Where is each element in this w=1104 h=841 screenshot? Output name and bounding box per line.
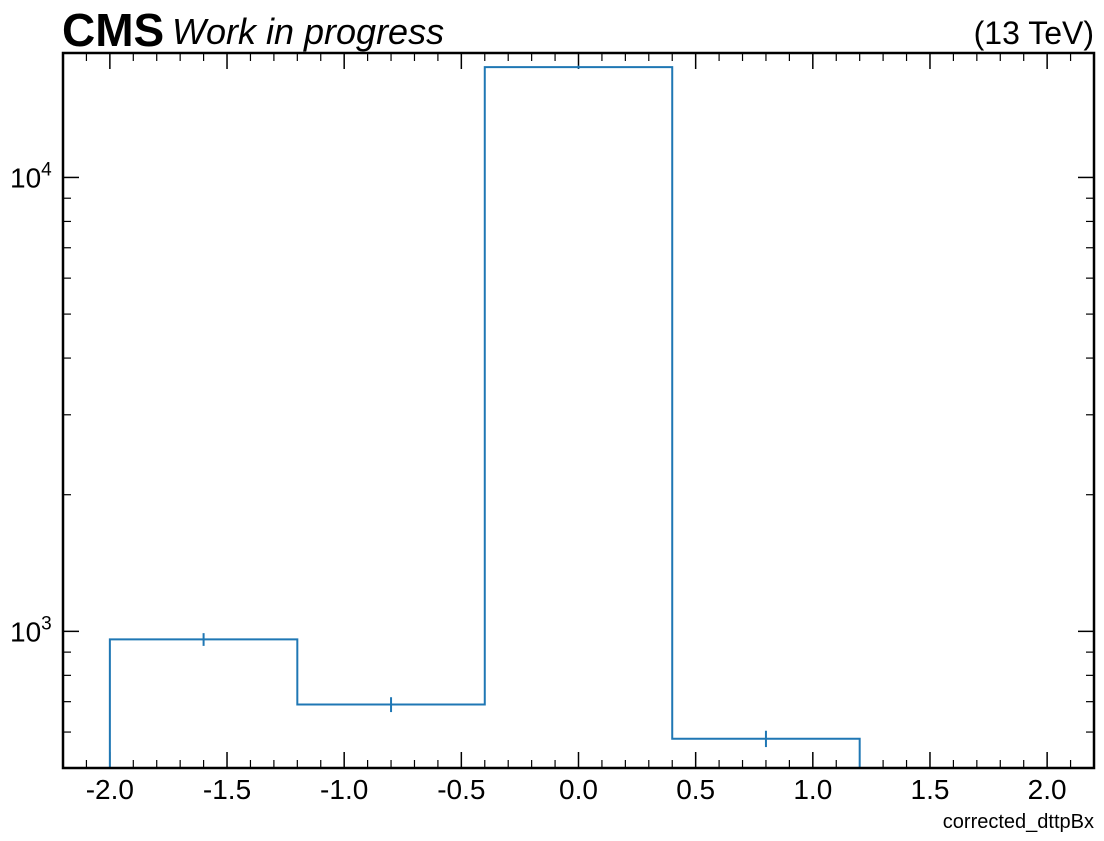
x-tick-label: -2.0 [86, 774, 134, 805]
x-tick-label: -0.5 [437, 774, 485, 805]
x-tick-label: 1.5 [911, 774, 950, 805]
x-tick-label: 1.0 [793, 774, 832, 805]
x-axis-label: corrected_dttpBx [943, 811, 1094, 833]
status-label: Work in progress [172, 11, 444, 52]
histogram-step-line [108, 66, 861, 768]
y-tick-label: 103 [10, 613, 52, 647]
energy-label: (13 TeV) [974, 15, 1094, 51]
x-tick-label: 0.5 [676, 774, 715, 805]
experiment-label: CMS [62, 4, 164, 56]
x-tick-label: 0.0 [559, 774, 598, 805]
plot-frame [61, 51, 1096, 770]
ticks-layer: -2.0 -1.5 -1.0 -0.5 0.0 0.5 1.0 1.5 2.0 103 104 [10, 53, 1095, 805]
x-tick-label: -1.0 [320, 774, 368, 805]
x-tick-label: 2.0 [1028, 774, 1067, 805]
y-tick-label: 104 [10, 159, 52, 193]
x-tick-label: -1.5 [203, 774, 251, 805]
series-layer [108, 65, 861, 768]
